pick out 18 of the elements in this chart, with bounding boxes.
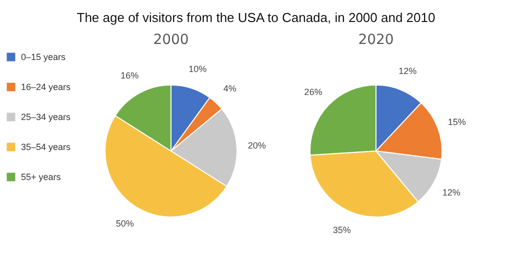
data-label: 4% (223, 83, 236, 94)
data-label: 10% (188, 64, 207, 74)
data-label: 12% (442, 187, 460, 198)
legend-label: 0–15 years (21, 52, 66, 62)
legend-label: 16–24 years (21, 82, 72, 92)
data-label: 15% (448, 116, 466, 127)
data-label: 16% (120, 70, 139, 81)
legend-label: 55+ years (21, 172, 62, 182)
slice-label: 2020 (358, 32, 394, 48)
chart-title: The age of visitors from the USA to Canada, in 2000 and 2010 (76, 10, 436, 25)
data-label: 26% (304, 87, 322, 98)
legend-label: 35–54 years (21, 142, 72, 152)
data-label: 20% (248, 140, 266, 151)
data-label: 50% (116, 218, 134, 229)
legend-label: 25–34 years (21, 112, 72, 122)
data-label: 12% (398, 66, 417, 76)
slice-label: 2000 (153, 32, 189, 48)
data-label: 35% (332, 224, 351, 235)
